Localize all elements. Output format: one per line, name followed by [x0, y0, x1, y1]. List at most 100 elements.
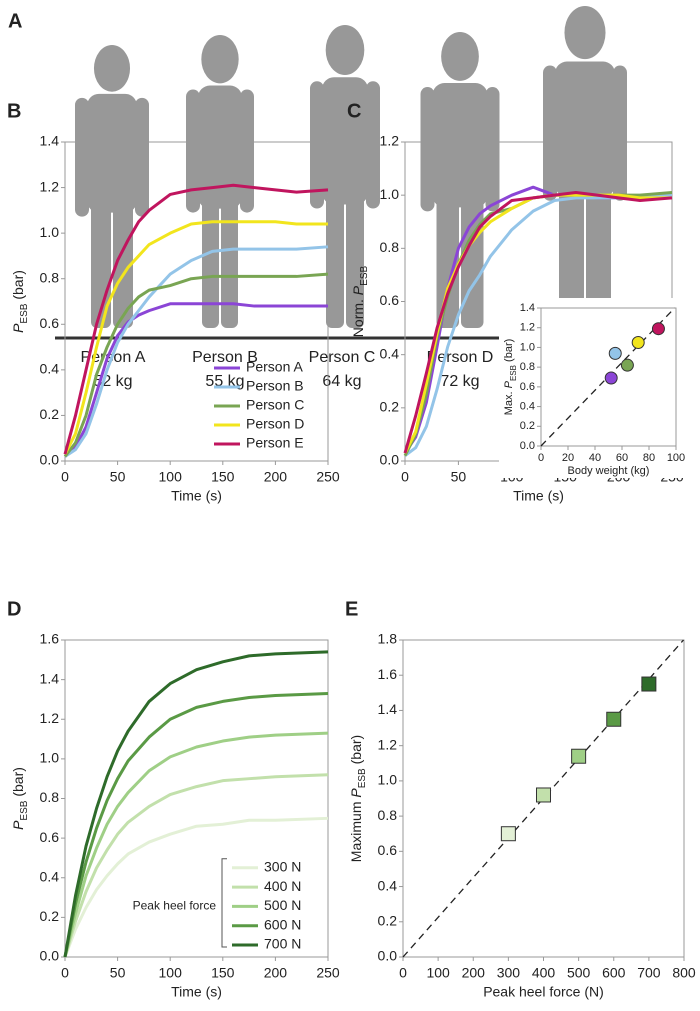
y-tick-label: 0.4	[378, 877, 398, 893]
y-tick-label: 1.6	[378, 666, 398, 682]
y-tick-label: 0.0	[40, 948, 60, 964]
x-tick-label: 250	[316, 965, 340, 981]
y-tick-label: 1.2	[520, 322, 535, 334]
series-line	[403, 191, 673, 454]
x-axis-label: Body weight (kg)	[568, 465, 650, 477]
legend-label: 700 N	[264, 936, 301, 952]
y-tick-label: 0.0	[40, 452, 60, 468]
y-tick-label: 1.2	[40, 178, 60, 194]
x-tick-label: 40	[589, 452, 601, 464]
y-axis-label: PESB (bar)	[10, 767, 30, 830]
leg	[202, 196, 219, 328]
y-tick-label: 0.0	[520, 440, 535, 452]
y-tick-label: 0.4	[380, 345, 400, 361]
y-axis-label: Norm. PESB	[350, 265, 370, 337]
legend-label: Person D	[246, 416, 304, 432]
x-tick-label: 600	[602, 965, 626, 981]
legend-label: 400 N	[264, 878, 301, 894]
y-tick-label: 1.0	[40, 224, 60, 240]
y-tick-label: 1.2	[378, 736, 398, 752]
leg	[436, 195, 459, 328]
x-tick-label: 500	[567, 965, 591, 981]
series-line	[63, 183, 329, 455]
point	[651, 322, 665, 336]
y-tick-label: 0.6	[40, 829, 60, 845]
leg	[559, 183, 584, 328]
x-tick-label: 100	[159, 469, 183, 485]
y-axis-label-part: ESB	[19, 800, 30, 820]
y-axis-label-part: P	[10, 323, 26, 333]
x-tick-label: 0	[538, 452, 544, 464]
x-tick-label: 80	[643, 452, 655, 464]
x-tick-label: 150	[211, 965, 235, 981]
x-tick-label: 20	[562, 452, 574, 464]
y-tick-label: 0.8	[40, 789, 60, 805]
y-tick-label: 0.2	[380, 399, 400, 415]
y-tick-label: 1.6	[40, 631, 60, 647]
x-tick-label: 0	[61, 965, 69, 981]
silhouette	[75, 45, 149, 328]
legend-bracket	[221, 858, 227, 948]
head	[564, 5, 606, 60]
torso	[322, 77, 368, 205]
head	[325, 25, 365, 75]
y-axis-label-part: (bar)	[503, 339, 515, 365]
y-axis-label-part: ESB	[509, 365, 518, 381]
leg	[113, 201, 133, 328]
y-tick-label: 0.4	[40, 868, 60, 884]
x-tick-label: 0	[401, 469, 409, 485]
y-tick-label: 0.4	[40, 361, 60, 377]
head	[201, 35, 239, 84]
y-tick-label: 0.2	[378, 912, 398, 928]
x-axis-label: Time (s)	[171, 488, 222, 504]
series-line	[63, 773, 329, 958]
y-tick-label: 0.4	[520, 400, 535, 412]
arm	[240, 89, 254, 213]
point	[536, 787, 551, 803]
point	[606, 711, 622, 727]
series-line	[63, 731, 329, 958]
legend-label: 600 N	[264, 916, 301, 932]
torso	[87, 93, 137, 213]
y-axis-label-part: Norm.	[350, 295, 366, 337]
y-axis-label-part: ESB	[359, 265, 370, 285]
y-tick-label: 0.6	[378, 842, 398, 858]
legend-label: Person C	[246, 397, 304, 413]
plot-frame	[540, 307, 677, 447]
y-axis-label-part: P	[348, 788, 364, 798]
panel-letter: A	[8, 10, 22, 32]
arm	[186, 89, 200, 213]
y-tick-label: 1.8	[378, 631, 398, 647]
y-axis-label-part: (bar)	[10, 270, 26, 303]
silhouette	[543, 5, 627, 328]
y-axis-label: PESB (bar)	[10, 270, 30, 333]
x-tick-label: 100	[426, 965, 450, 981]
y-tick-label: 1.0	[40, 750, 60, 766]
torso	[432, 83, 488, 208]
y-axis-label-part: ESB	[357, 768, 368, 788]
head	[93, 45, 131, 92]
point	[571, 748, 587, 764]
y-tick-label: 1.4	[378, 701, 398, 717]
y-axis-label-part: Max.	[503, 388, 515, 415]
y-tick-label: 0.8	[380, 239, 400, 255]
y-axis-label-part: P	[350, 285, 366, 295]
leg	[586, 183, 611, 328]
y-axis-label-part: P	[503, 380, 515, 388]
y-tick-label: 1.0	[378, 772, 398, 788]
y-axis-label-part: (bar)	[10, 767, 26, 800]
y-tick-label: 0.2	[40, 406, 60, 422]
arm	[420, 87, 435, 212]
x-tick-label: 50	[110, 469, 126, 485]
legend-label: 300 N	[264, 859, 301, 875]
y-tick-label: 1.4	[40, 133, 60, 149]
y-tick-label: 0.0	[378, 948, 398, 964]
arm	[613, 65, 627, 201]
leg	[326, 192, 344, 328]
x-tick-label: 200	[264, 965, 288, 981]
series-line	[404, 193, 673, 457]
point	[500, 826, 516, 842]
person-weight: 64 kg	[322, 373, 361, 390]
x-axis-label: Peak heel force (N)	[483, 984, 604, 1000]
